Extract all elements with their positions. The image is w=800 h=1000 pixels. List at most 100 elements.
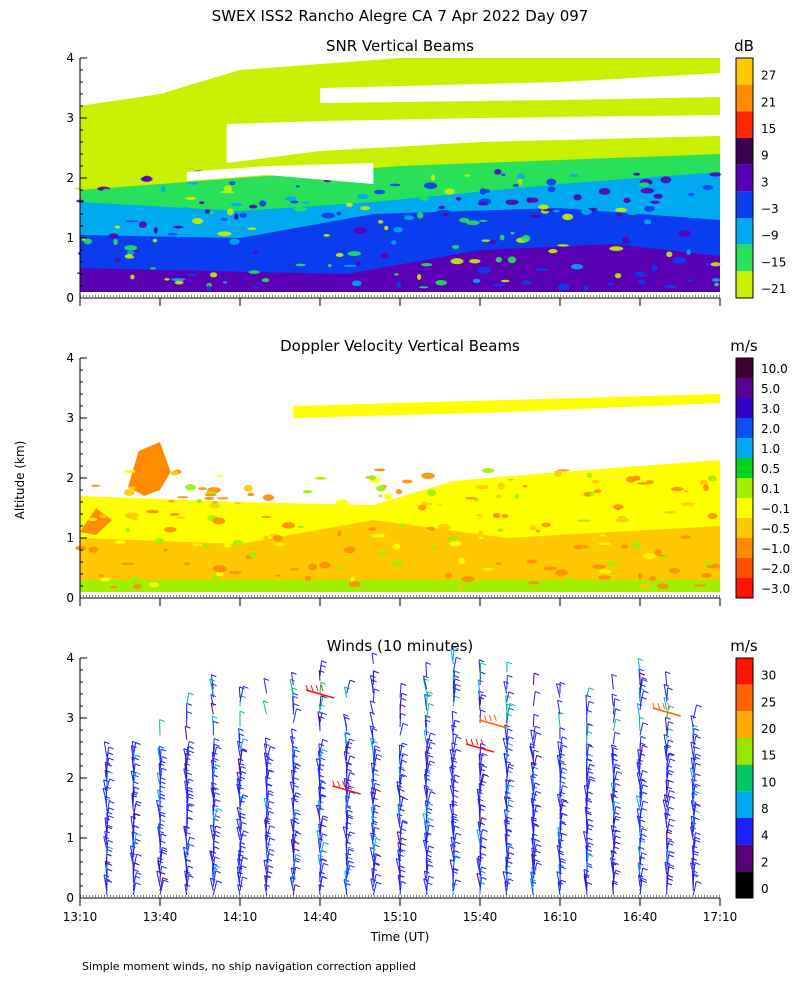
colorbar-label: −15 xyxy=(761,255,786,269)
wind-barb xyxy=(132,882,137,896)
wind-barb xyxy=(449,859,454,875)
speckle xyxy=(262,494,275,501)
wind-barb-flag xyxy=(375,757,381,761)
wind-barb-flag xyxy=(187,786,193,790)
wind-barb-flag xyxy=(321,781,327,785)
speckle xyxy=(521,235,531,242)
wind-barb xyxy=(239,738,244,753)
speckle xyxy=(247,492,255,497)
wind-barb-flag xyxy=(530,880,537,884)
wind-barb-flag xyxy=(291,671,297,675)
wind-barb xyxy=(559,833,563,849)
speckle xyxy=(598,569,612,574)
wind-barb-flag xyxy=(268,769,275,773)
wind-barb xyxy=(452,736,457,753)
wind-barb-flag xyxy=(531,818,537,822)
wind-barb-flag xyxy=(482,773,488,777)
wind-barb-flag xyxy=(613,777,619,781)
wind-barb-flag xyxy=(615,783,621,786)
wind-barb-flag xyxy=(216,746,222,750)
wind-barb xyxy=(292,841,295,858)
wind-barb xyxy=(186,692,190,707)
speckle xyxy=(539,225,551,231)
wind-barb-flag xyxy=(430,791,436,795)
wind-barb xyxy=(583,869,588,883)
wind-barb xyxy=(557,741,561,757)
colorbar-swatch xyxy=(736,438,753,458)
colorbar: m/s10.05.03.02.01.00.50.1−0.1−0.5−1.0−2.… xyxy=(730,337,790,599)
speckle xyxy=(149,267,157,270)
speckle xyxy=(692,490,704,498)
wind-barb-flag xyxy=(669,789,675,793)
wind-barb-flag xyxy=(109,800,115,804)
speckle xyxy=(351,280,362,287)
wind-barb xyxy=(532,755,538,770)
wind-barb xyxy=(424,719,428,736)
speckle xyxy=(598,188,611,195)
wind-barb-flag xyxy=(374,688,380,692)
wind-barb xyxy=(426,791,432,807)
speckle xyxy=(272,535,284,542)
wind-barb-flag xyxy=(241,865,247,869)
speckle xyxy=(672,257,687,264)
wind-barb-flag xyxy=(693,873,699,877)
wind-barb-flag xyxy=(641,880,647,884)
wind-barb xyxy=(212,764,216,778)
wind-barb xyxy=(371,653,374,665)
wind-barb xyxy=(158,823,161,837)
speckle xyxy=(651,264,658,272)
wind-barb-flag xyxy=(428,875,434,879)
speckle xyxy=(686,249,691,256)
wind-barb xyxy=(452,774,456,786)
wind-barb xyxy=(532,732,537,749)
wind-barb-flag xyxy=(480,804,486,808)
wind-barb-flag xyxy=(587,771,594,774)
wind-barb-flag xyxy=(507,843,513,847)
wind-barb xyxy=(664,812,668,824)
wind-barb xyxy=(663,794,668,807)
colorbar-label: 30 xyxy=(761,669,776,683)
wind-barb xyxy=(635,795,641,812)
wind-barb xyxy=(372,853,376,866)
strong-wind-flag xyxy=(493,714,497,722)
wind-barb xyxy=(290,728,294,744)
wind-barb xyxy=(503,753,508,765)
speckle xyxy=(621,236,630,244)
wind-barb xyxy=(506,691,510,702)
speckle xyxy=(538,204,549,210)
colorbar-label: −0.1 xyxy=(761,502,790,516)
speckle xyxy=(643,219,652,225)
wind-barb-flag xyxy=(348,846,354,850)
wind-barb-flag xyxy=(455,736,462,740)
wind-barb-flag xyxy=(668,769,674,773)
colorbar-swatch xyxy=(736,271,753,298)
wind-barb xyxy=(452,749,457,761)
speckle xyxy=(660,176,672,184)
wind-barb-flag xyxy=(611,693,618,697)
speckle xyxy=(683,489,689,493)
wind-barb-flag xyxy=(533,672,540,676)
speckle xyxy=(477,530,484,537)
wind-barb xyxy=(424,715,428,728)
wind-barb-flag xyxy=(400,869,406,873)
speckle xyxy=(422,552,435,558)
wind-barb xyxy=(556,845,561,858)
speckle xyxy=(486,555,501,559)
wind-barb xyxy=(371,868,374,883)
wind-barb xyxy=(423,870,428,883)
wind-barb-flag xyxy=(375,748,381,752)
wind-barb xyxy=(506,852,510,866)
wind-barb-flag xyxy=(535,690,541,694)
wind-barb xyxy=(586,764,591,778)
wind-barb-flag xyxy=(241,821,247,825)
speckle xyxy=(136,474,148,479)
wind-barb xyxy=(319,859,323,870)
wind-barb-flag xyxy=(268,792,274,796)
wind-barb xyxy=(369,737,374,753)
wind-barb-flag xyxy=(349,738,355,742)
wind-barb-flag xyxy=(157,747,163,751)
speckle xyxy=(229,181,236,186)
wind-barb-flag xyxy=(185,725,191,729)
strong-wind-flag xyxy=(315,684,319,692)
